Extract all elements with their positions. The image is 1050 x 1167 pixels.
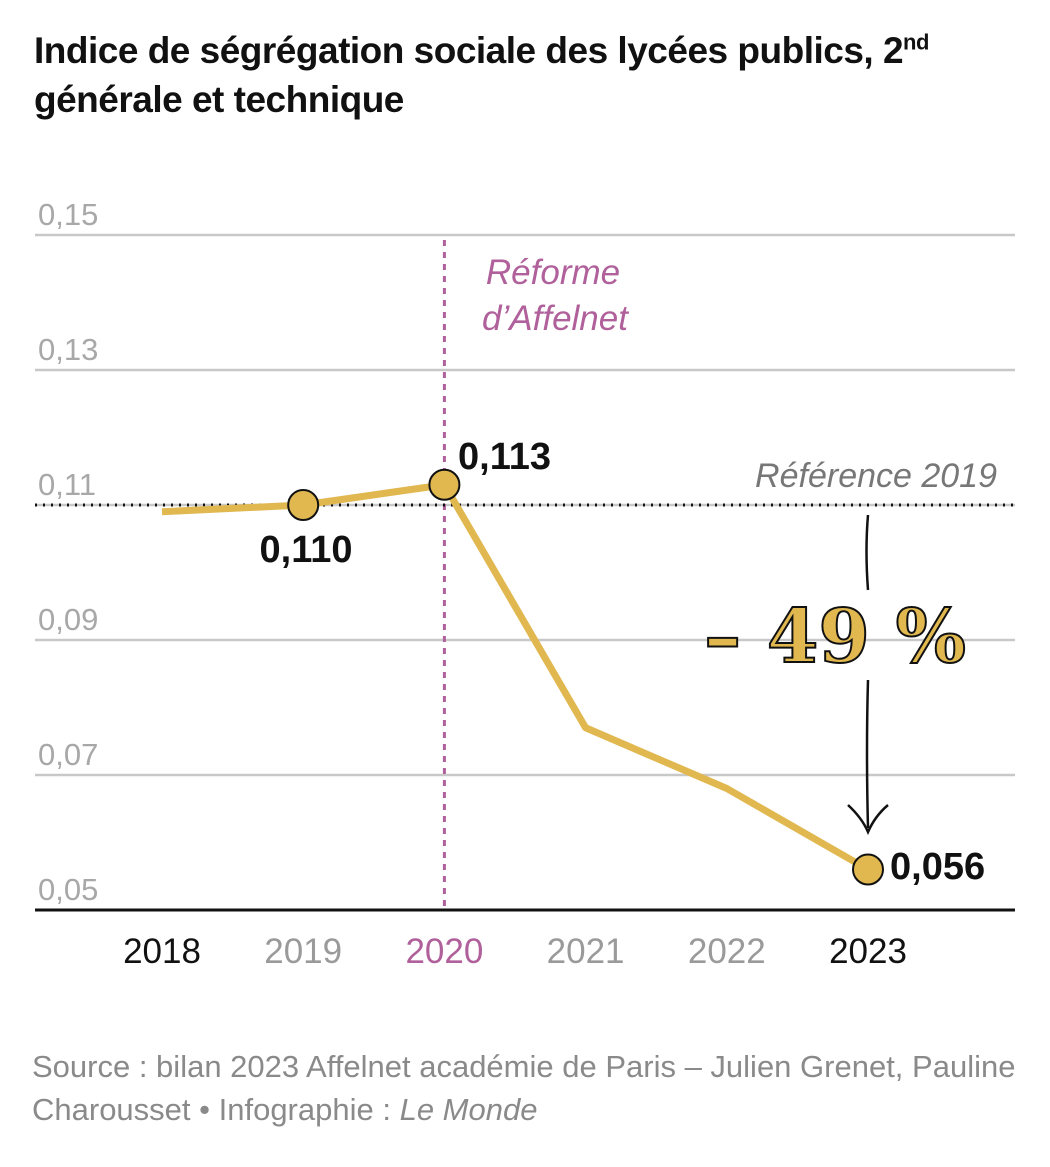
data-label: 0,056 xyxy=(890,846,985,888)
x-tick-label: 2023 xyxy=(829,932,907,971)
x-tick-label: 2020 xyxy=(405,932,483,971)
event-label: d’Affelnet xyxy=(482,299,629,338)
arrowhead-icon xyxy=(847,804,889,836)
source-note: Source : bilan 2023 Affelnet académie de… xyxy=(32,1045,1032,1131)
x-tick-label: 2022 xyxy=(688,932,766,971)
data-point xyxy=(852,853,884,886)
reference-label: Référence 2019 xyxy=(755,457,997,495)
data-label: 0,113 xyxy=(458,436,551,478)
x-tick-label: 2018 xyxy=(123,932,201,971)
series-line xyxy=(161,481,870,873)
y-tick-label: 0,15 xyxy=(38,197,98,232)
y-tick-label: 0,05 xyxy=(38,872,98,907)
change-arrow-line xyxy=(865,679,870,829)
x-tick-label: 2021 xyxy=(547,932,625,971)
source-text: Source : bilan 2023 Affelnet académie de… xyxy=(32,1049,1016,1127)
data-label: 0,110 xyxy=(260,529,353,571)
data-point xyxy=(287,489,320,521)
data-point xyxy=(428,468,461,501)
y-tick-label: 0,07 xyxy=(38,737,98,772)
chart-title: Indice de ségrégation sociale des lycées… xyxy=(34,26,1014,124)
change-arrow-line xyxy=(865,514,870,591)
event-label: Réforme xyxy=(486,253,620,292)
title-text-end: générale et technique xyxy=(34,79,404,120)
title-text: Indice de ségrégation sociale des lycées… xyxy=(34,30,904,71)
y-tick-label: 0,11 xyxy=(38,467,96,502)
y-tick-label: 0,09 xyxy=(38,602,98,637)
x-tick-label: 2019 xyxy=(264,932,342,971)
source-credit: Le Monde xyxy=(399,1092,538,1127)
title-superscript: nd xyxy=(903,29,929,55)
y-tick-label: 0,13 xyxy=(38,332,98,367)
change-annotation: – 49 % xyxy=(704,594,966,680)
